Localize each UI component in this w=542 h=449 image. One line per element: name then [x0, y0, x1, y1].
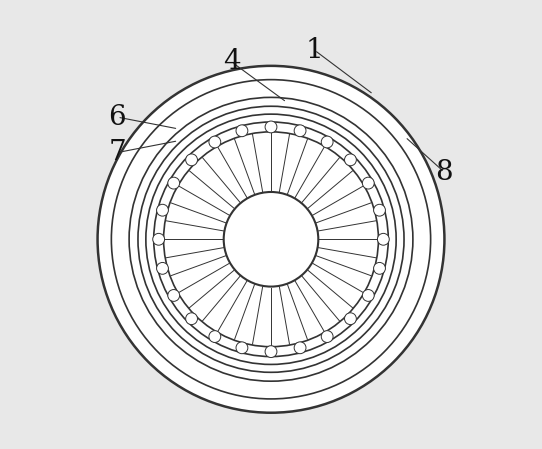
Circle shape — [265, 346, 277, 357]
Circle shape — [224, 192, 318, 286]
Circle shape — [345, 313, 356, 325]
Circle shape — [157, 204, 169, 216]
Circle shape — [98, 66, 444, 413]
Circle shape — [157, 263, 169, 274]
Circle shape — [168, 290, 179, 301]
Circle shape — [294, 125, 306, 136]
Circle shape — [265, 121, 277, 133]
Circle shape — [236, 342, 248, 354]
Circle shape — [186, 154, 197, 166]
Circle shape — [345, 154, 356, 166]
Circle shape — [321, 330, 333, 343]
Circle shape — [321, 136, 333, 148]
Circle shape — [153, 233, 165, 245]
Circle shape — [363, 290, 374, 301]
Circle shape — [209, 136, 221, 148]
Circle shape — [373, 204, 385, 216]
Circle shape — [168, 177, 179, 189]
Text: 6: 6 — [108, 104, 126, 131]
Text: 1: 1 — [306, 36, 323, 64]
Text: 7: 7 — [108, 139, 126, 166]
Circle shape — [377, 233, 389, 245]
Circle shape — [363, 177, 374, 189]
Text: 8: 8 — [436, 159, 453, 186]
Circle shape — [294, 342, 306, 354]
Circle shape — [373, 263, 385, 274]
Circle shape — [186, 313, 197, 325]
Text: 4: 4 — [223, 48, 241, 75]
Circle shape — [236, 125, 248, 136]
Circle shape — [209, 330, 221, 343]
